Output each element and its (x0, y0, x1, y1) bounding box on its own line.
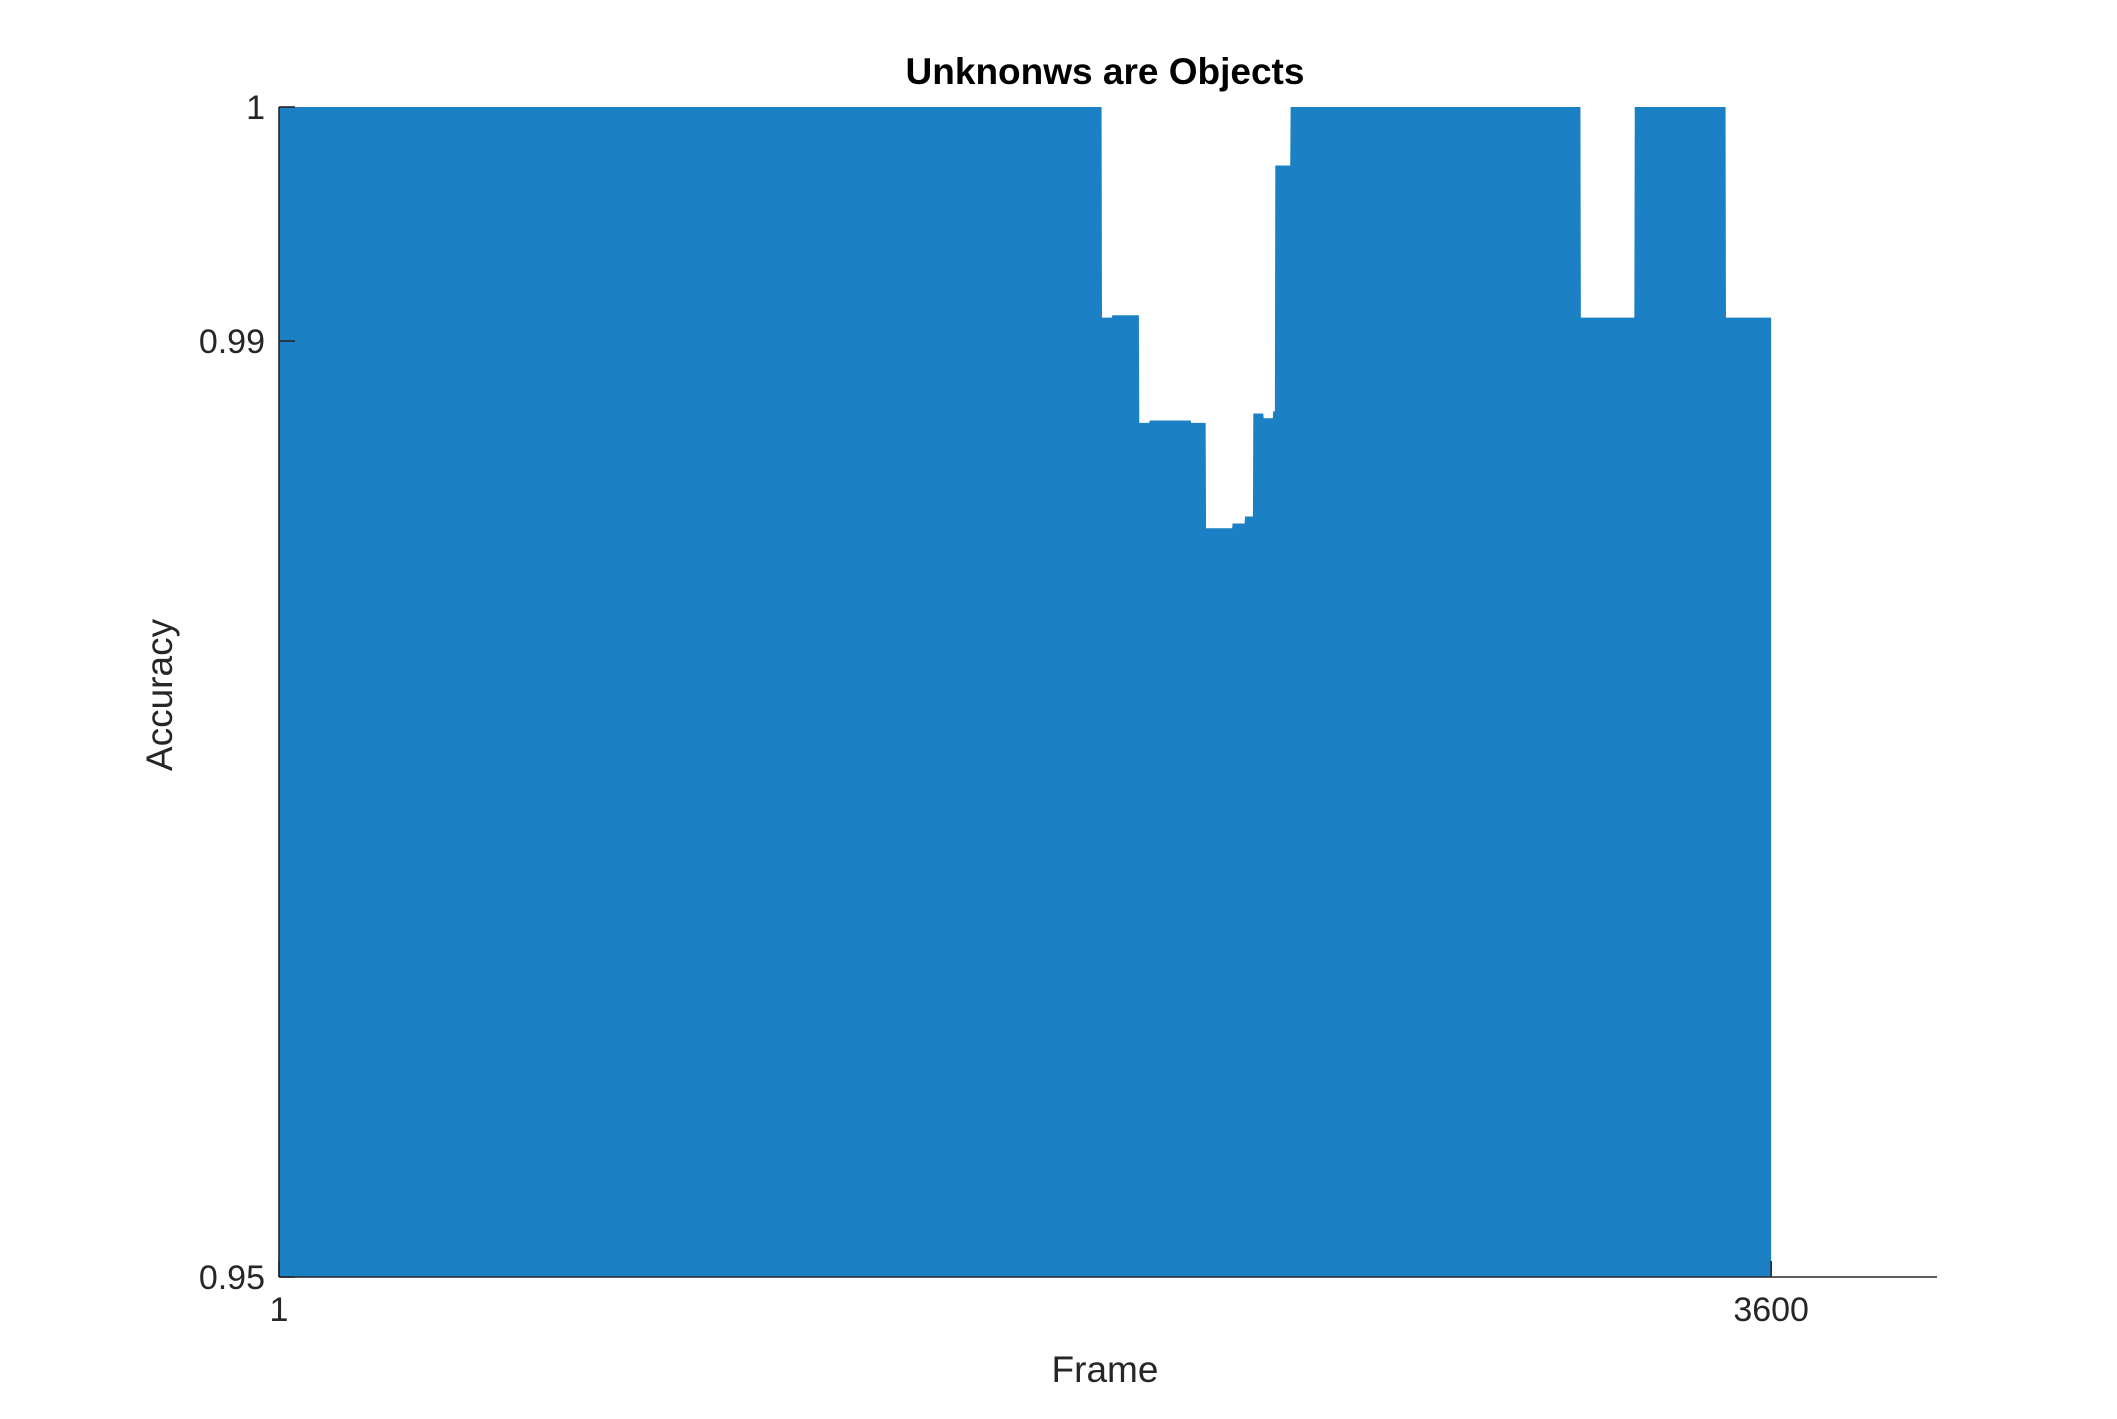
x-axis-ticks: 1 3600 (270, 1261, 1809, 1329)
x-tick-label: 3600 (1733, 1291, 1809, 1329)
plot-area (279, 107, 1772, 1277)
y-tick-label: 1 (246, 89, 265, 127)
y-axis-label: Accuracy (139, 618, 180, 771)
chart-title: Unknonws are Objects (906, 51, 1305, 92)
y-tick-label: 0.95 (199, 1259, 265, 1297)
x-axis-label: Frame (1052, 1349, 1159, 1390)
x-tick-label: 1 (270, 1291, 289, 1329)
y-axis-ticks: 0.95 0.99 1 (199, 89, 295, 1297)
series-area-accuracy (279, 107, 1772, 1277)
y-tick-label: 0.99 (199, 323, 265, 361)
